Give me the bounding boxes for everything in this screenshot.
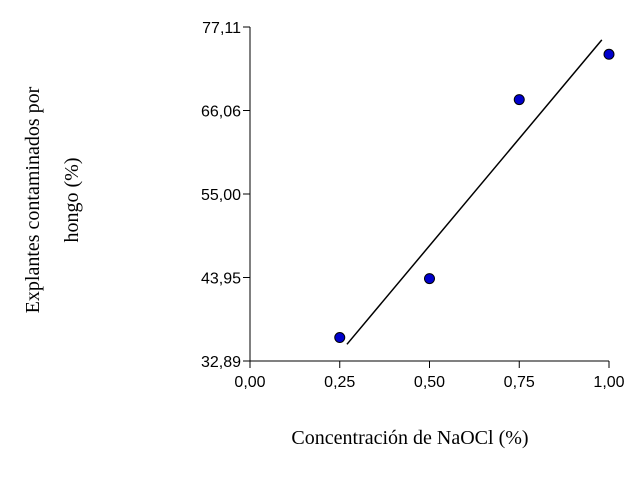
y-tick-label: 66,06 — [201, 104, 241, 121]
y-tick-label: 43,95 — [201, 271, 241, 288]
y-axis-title-line-2: hongo (%) — [61, 158, 83, 243]
trendline — [346, 39, 603, 345]
data-point — [424, 273, 435, 285]
x-tick-label: 0,75 — [504, 374, 535, 391]
x-tick-label: 0,00 — [234, 374, 265, 391]
data-point — [334, 332, 346, 344]
x-axis-title: Concentración de NaOCl (%) — [291, 427, 528, 449]
y-tick-label: 55,00 — [201, 187, 241, 204]
data-point — [513, 94, 525, 106]
x-tick-label: 0,25 — [324, 374, 355, 391]
data-points — [334, 48, 615, 344]
x-ticks: 0,00 0,25 0,50 0,75 1,00 — [234, 361, 625, 391]
y-tick-label: 77,11 — [202, 20, 241, 37]
y-ticks: 32,89 43,95 55,00 66,06 77,11 — [201, 20, 250, 371]
data-point — [603, 48, 615, 60]
y-axis-title-line-1: Explantes contaminados por — [22, 86, 44, 313]
x-tick-label: 0,50 — [414, 374, 445, 391]
y-tick-label: 32,89 — [201, 354, 241, 371]
x-tick-label: 1,00 — [593, 374, 624, 391]
y-axis-title: Explantes contaminados por hongo (%) — [22, 86, 83, 313]
